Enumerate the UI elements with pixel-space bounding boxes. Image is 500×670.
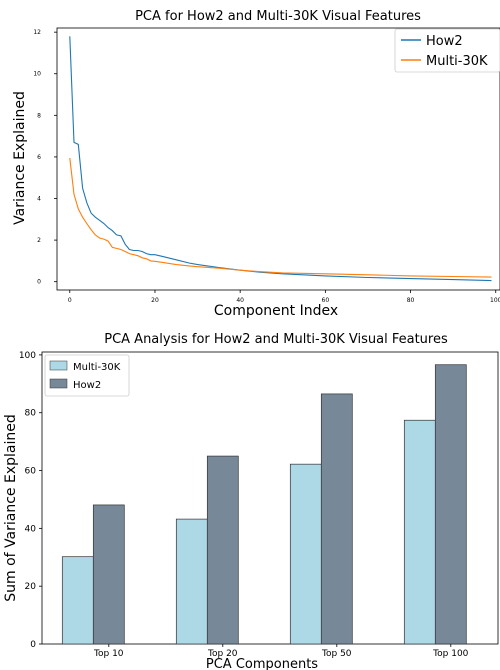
bar-multi-30k-top-100: [403, 419, 436, 645]
bar-x-tick-label: Top 10: [93, 649, 124, 659]
bar-chart-legend: Multi-30K How2: [44, 354, 130, 397]
bar-y-tick-label: 20: [25, 582, 37, 592]
bar-x-tick-label: Top 50: [321, 649, 352, 659]
line-x-tick-label: 100: [490, 297, 500, 304]
line-y-tick-label: 4: [37, 196, 41, 203]
line-chart: PCA for How2 and Multi-30K Visual Featur…: [12, 9, 500, 319]
line-y-tick-label: 10: [33, 71, 41, 78]
bar-multi-30k-top-10: [61, 556, 94, 645]
line-y-tick-label: 2: [37, 237, 41, 244]
line-chart-x-axis-label: Component Index: [214, 303, 338, 319]
line-chart-x-ticks: 0 20 40 60 80 100: [68, 290, 500, 304]
line-legend-label-multi30k: Multi-30K: [426, 54, 488, 69]
line-x-tick-label: 80: [407, 297, 415, 304]
bar-how2-top-10: [92, 504, 125, 645]
bar-chart-title: PCA Analysis for How2 and Multi-30K Visu…: [104, 332, 448, 347]
bar-y-tick-label: 80: [25, 409, 37, 419]
bar-how2-top-100: [434, 364, 467, 645]
line-chart-series: [69, 36, 492, 282]
bar-chart-y-ticks: 0 20 40 60 80 100: [19, 351, 42, 650]
line-chart-title: PCA for How2 and Multi-30K Visual Featur…: [135, 9, 421, 24]
line-x-tick-label: 20: [151, 297, 159, 304]
bar-x-tick-label: Top 20: [207, 649, 238, 659]
bar-chart-y-axis-label: Sum of Variance Explained: [3, 414, 19, 601]
bar-y-tick-label: 100: [19, 351, 36, 361]
bar-legend-label-multi30k: Multi-30K: [73, 362, 121, 373]
bar-y-tick-label: 60: [25, 467, 37, 477]
bar-y-tick-label: 0: [30, 640, 36, 650]
bar-y-tick-label: 40: [25, 524, 37, 534]
bar-multi-30k-top-20: [175, 518, 208, 645]
line-x-tick-label: 0: [68, 297, 72, 304]
line-chart-y-axis-label: Variance Explained: [12, 91, 28, 225]
bar-x-tick-label: Top 100: [432, 649, 469, 659]
line-x-tick-label: 60: [322, 297, 330, 304]
line-chart-plot-area: [56, 27, 500, 291]
line-legend-label-how2: How2: [426, 34, 463, 49]
bar-how2-top-20: [206, 455, 239, 645]
line-chart-legend: How2 Multi-30K: [394, 28, 500, 73]
bar-chart-x-ticks: Top 10 Top 20 Top 50 Top 100: [93, 644, 469, 659]
bar-legend-label-how2: How2: [73, 380, 101, 391]
line-y-tick-label: 0: [37, 279, 41, 286]
bar-chart-plot-area: [41, 351, 499, 645]
line-chart-y-ticks: 0 2 4 6 8 10 12: [33, 29, 57, 286]
bar-multi-30k-top-50: [289, 463, 322, 645]
bar-chart-bars: [61, 364, 467, 645]
bar-how2-top-50: [320, 393, 353, 645]
line-y-tick-label: 12: [33, 29, 41, 36]
bar-legend-swatch-multi30k: [49, 360, 68, 371]
line-legend-box: [394, 28, 500, 73]
line-series-how2: [69, 36, 492, 282]
line-x-tick-label: 40: [236, 297, 244, 304]
bar-chart-x-axis-label: PCA Components: [206, 657, 318, 670]
line-y-tick-label: 8: [37, 112, 41, 119]
line-y-tick-label: 6: [37, 154, 41, 161]
bar-chart: PCA Analysis for How2 and Multi-30K Visu…: [3, 332, 499, 670]
line-series-multi-30k: [69, 157, 492, 278]
bar-legend-swatch-how2: [49, 378, 68, 389]
